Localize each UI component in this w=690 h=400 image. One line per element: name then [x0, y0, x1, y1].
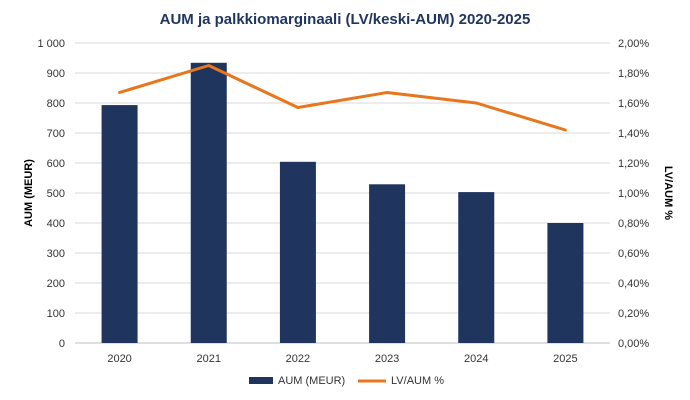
y2-tick-label: 1,00%: [618, 188, 649, 200]
bar-aum-2021: [190, 62, 227, 344]
y2-tick-label: 1,60%: [618, 98, 649, 110]
line-lv-aum: [118, 64, 567, 132]
y-tick-label: 600: [47, 158, 65, 170]
y2-tick-label: 0,80%: [618, 218, 649, 230]
chart-title: AUM ja palkkiomarginaali (LV/keski-AUM) …: [160, 11, 531, 28]
y-axis-title: AUM (MEUR): [23, 159, 35, 227]
x-tick-label: 2023: [375, 353, 399, 365]
x-tick-label: 2024: [464, 353, 488, 365]
left-axis-ticks: 0 100 200 300 400 500 600 700 800 900 1 000: [37, 38, 65, 350]
y2-tick-label: 0,20%: [618, 308, 649, 320]
y2-tick-label: 0,00%: [618, 338, 649, 350]
bar-aum-2025: [547, 223, 584, 343]
y2-tick-label: 1,40%: [618, 128, 649, 140]
y-tick-label: 800: [47, 98, 65, 110]
y-tick-label: 400: [47, 218, 65, 230]
bar-aum-2024: [458, 192, 495, 343]
legend-label-aum: AUM (MEUR): [278, 375, 345, 387]
y-tick-label: 100: [47, 308, 65, 320]
x-tick-label: 2020: [107, 353, 131, 365]
legend-label-lv-aum: LV/AUM %: [391, 375, 444, 387]
y-tick-label: 1 000: [37, 38, 65, 50]
y2-tick-label: 1,80%: [618, 68, 649, 80]
x-tick-label: 2022: [286, 353, 310, 365]
bar-series: [101, 62, 584, 344]
y-tick-label: 700: [47, 128, 65, 140]
y2-tick-label: 2,00%: [618, 38, 649, 50]
y-tick-label: 200: [47, 278, 65, 290]
legend: AUM (MEUR) LV/AUM %: [249, 375, 444, 387]
x-axis-ticks: 2020 2021 2022 2023 2024 2025: [107, 353, 577, 365]
y-tick-label: 900: [47, 68, 65, 80]
bar-aum-2023: [369, 184, 406, 343]
y-tick-label: 0: [59, 338, 65, 350]
bar-aum-2020: [101, 105, 138, 343]
legend-swatch-aum: [249, 377, 273, 384]
x-tick-label: 2021: [197, 353, 221, 365]
y2-axis-title: LV/AUM %: [662, 166, 674, 220]
right-axis-ticks: 0,00% 0,20% 0,40% 0,60% 0,80% 1,00% 1,20% 1,40%…: [618, 38, 649, 350]
y-tick-label: 300: [47, 248, 65, 260]
y2-tick-label: 1,20%: [618, 158, 649, 170]
bar-aum-2022: [279, 161, 316, 343]
y2-tick-label: 0,60%: [618, 248, 649, 260]
y-tick-label: 500: [47, 188, 65, 200]
y2-tick-label: 0,40%: [618, 278, 649, 290]
gridlines: [75, 42, 610, 344]
line-series: [118, 64, 567, 132]
x-tick-label: 2025: [553, 353, 577, 365]
